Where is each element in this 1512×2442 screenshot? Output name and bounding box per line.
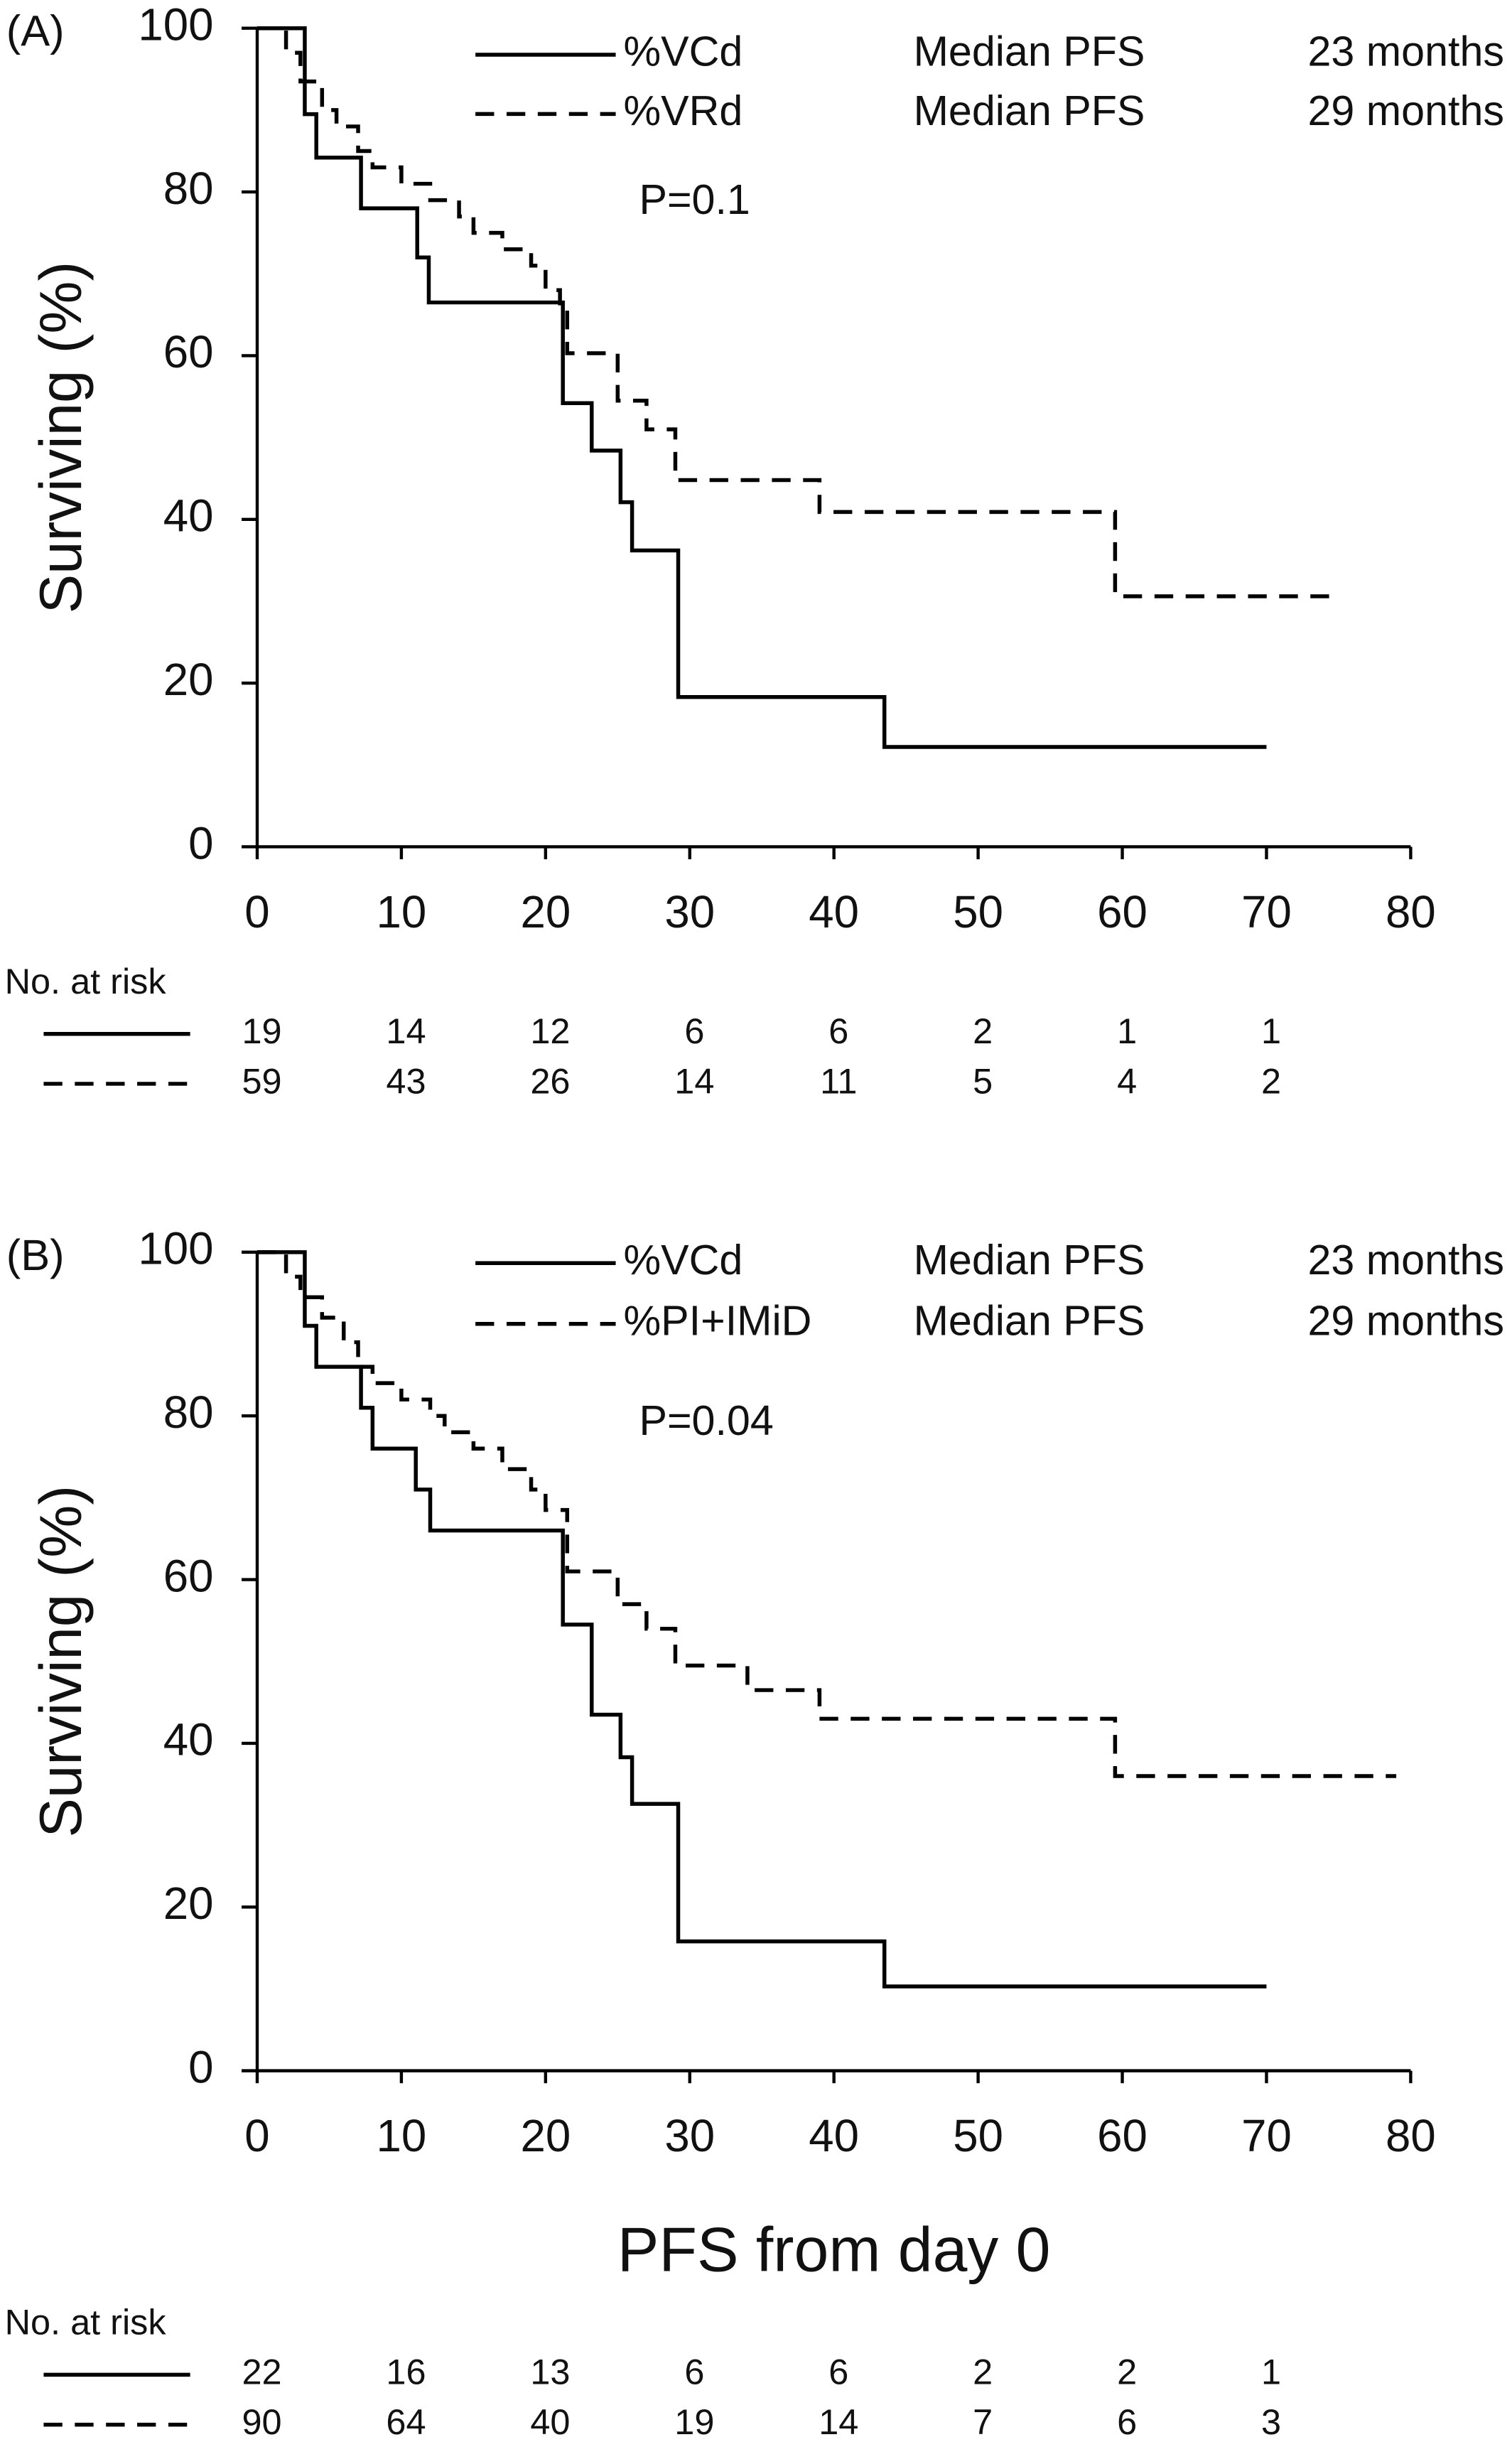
x-tick-label: 80 (1386, 887, 1436, 937)
y-tick-label: 60 (163, 327, 214, 377)
y-tick-label: 20 (163, 655, 214, 705)
x-tick-label: 80 (1386, 2111, 1436, 2161)
at-risk-count: 3 (1261, 2401, 1281, 2442)
y-tick-label: 0 (188, 2042, 213, 2092)
x-tick-label: 60 (1097, 887, 1148, 937)
x-tick-label: 50 (953, 887, 1003, 937)
x-axis-label: PFS from day 0 (617, 2215, 1051, 2285)
panel-label: (B) (6, 1231, 65, 1280)
x-tick-label: 0 (244, 2111, 269, 2161)
at-risk-count: 1 (1261, 1011, 1281, 1051)
y-tick-label: 80 (163, 1387, 214, 1438)
y-tick-label: 40 (163, 491, 214, 542)
p-value: P=0.04 (639, 1397, 773, 1444)
at-risk-count: 16 (386, 2352, 426, 2392)
y-tick-label: 80 (163, 163, 214, 214)
at-risk-count: 2 (973, 1011, 993, 1051)
at-risk-count: 40 (530, 2401, 570, 2442)
legend-note: Median PFS (914, 87, 1145, 134)
at-risk-count: 19 (674, 2401, 714, 2442)
at-risk-count: 7 (973, 2401, 993, 2442)
at-risk-count: 5 (973, 1060, 993, 1101)
y-tick-label: 40 (163, 1715, 214, 1765)
legend-note: Median PFS (914, 28, 1145, 75)
at-risk-count: 59 (242, 1060, 282, 1101)
at-risk-count: 2 (1117, 2352, 1137, 2392)
at-risk-count: 22 (242, 2352, 282, 2392)
legend-note: 23 months (1307, 28, 1504, 75)
x-tick-label: 10 (377, 2111, 427, 2161)
at-risk-count: 6 (1117, 2401, 1137, 2442)
x-tick-label: 60 (1097, 2111, 1148, 2161)
x-tick-label: 40 (809, 887, 859, 937)
legend-label: %VCd (624, 28, 743, 75)
x-tick-label: 10 (377, 887, 427, 937)
at-risk-count: 1 (1261, 2352, 1281, 2392)
legend-note: Median PFS (914, 1296, 1145, 1344)
x-tick-label: 70 (1241, 2111, 1292, 2161)
survival-curve (256, 1250, 1267, 1989)
x-tick-label: 40 (809, 2111, 859, 2161)
legend-label: %VCd (624, 1236, 743, 1284)
at-risk-count: 14 (819, 2401, 858, 2442)
at-risk-count: 64 (386, 2401, 426, 2442)
at-risk-count: 6 (684, 2352, 704, 2392)
at-risk-count: 14 (386, 1011, 426, 1051)
y-tick-label: 100 (138, 1224, 213, 1274)
x-tick-label: 0 (244, 887, 269, 937)
at-risk-count: 26 (530, 1060, 570, 1101)
at-risk-count: 6 (828, 1011, 848, 1051)
risk-title: No. at risk (5, 2302, 167, 2343)
y-tick-label: 60 (163, 1551, 214, 1601)
at-risk-count: 6 (828, 2352, 848, 2392)
at-risk-count: 14 (674, 1060, 714, 1101)
y-tick-label: 20 (163, 1878, 214, 1929)
y-axis-label: Surviving (%) (28, 1485, 94, 1838)
at-risk-count: 6 (684, 1011, 704, 1051)
at-risk-count: 90 (242, 2401, 282, 2442)
panel-label: (A) (6, 7, 65, 56)
legend-label: %VRd (624, 87, 743, 134)
at-risk-count: 43 (386, 1060, 426, 1101)
y-tick-label: 100 (138, 0, 213, 50)
legend-note: 29 months (1307, 1296, 1504, 1344)
at-risk-count: 11 (820, 1060, 857, 1101)
survival-curve (256, 26, 1339, 598)
y-tick-label: 0 (188, 818, 213, 868)
x-tick-label: 30 (664, 887, 715, 937)
x-tick-label: 50 (953, 2111, 1003, 2161)
at-risk-count: 13 (530, 2352, 570, 2392)
risk-title: No. at risk (5, 961, 167, 1001)
x-tick-label: 30 (664, 2111, 715, 2161)
at-risk-count: 2 (973, 2352, 993, 2392)
at-risk-count: 4 (1117, 1060, 1137, 1101)
at-risk-count: 19 (242, 1011, 282, 1051)
legend-note: Median PFS (914, 1236, 1145, 1284)
x-tick-label: 20 (520, 887, 571, 937)
survival-curve (256, 26, 1267, 749)
at-risk-count: 12 (530, 1011, 570, 1051)
at-risk-count: 2 (1261, 1060, 1281, 1101)
y-axis-label: Surviving (%) (28, 262, 94, 614)
x-tick-label: 70 (1241, 887, 1292, 937)
legend-note: 29 months (1307, 87, 1504, 134)
p-value: P=0.1 (639, 176, 750, 223)
legend-label: %PI+IMiD (624, 1296, 812, 1344)
at-risk-count: 1 (1117, 1011, 1137, 1051)
survival-curve (256, 1250, 1397, 1778)
x-tick-label: 20 (520, 2111, 571, 2161)
legend-note: 23 months (1307, 1236, 1504, 1284)
